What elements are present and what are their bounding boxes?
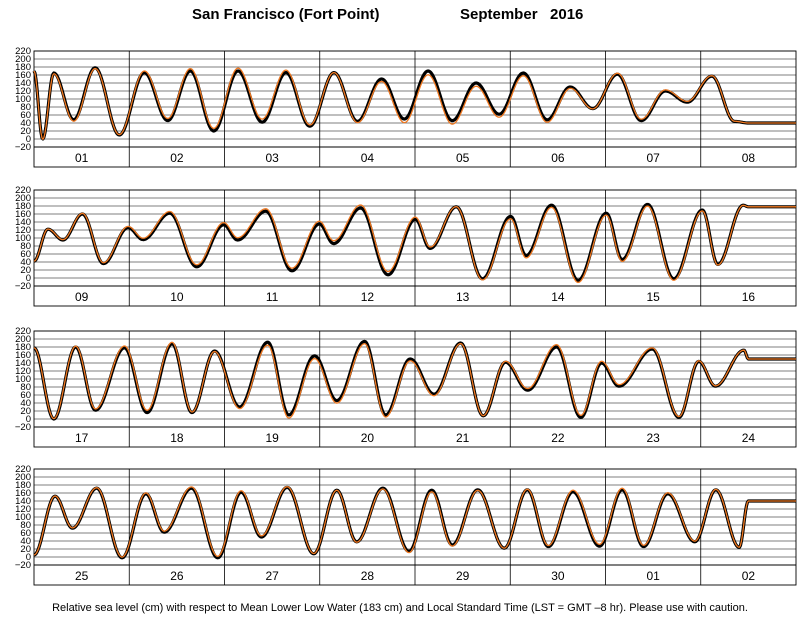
series-predicted-line [33,341,796,420]
day-label: 28 [361,569,375,583]
day-label: 04 [361,151,375,165]
y-tick-label: 160 [15,70,31,81]
y-tick-label: 20 [20,406,31,417]
y-tick-label: 80 [20,520,31,531]
y-tick-label: 100 [15,233,31,244]
y-tick-label: 120 [15,504,31,515]
series-predicted-line [33,67,796,140]
y-tick-label: 60 [20,110,31,121]
y-tick-label: 0 [26,273,31,284]
y-tick-label: 200 [15,193,31,204]
y-tick-label: 0 [26,134,31,145]
day-label: 17 [75,431,89,445]
day-label: 19 [265,431,279,445]
day-label: 27 [265,569,279,583]
y-tick-label: 100 [15,512,31,523]
y-tick-label: 20 [20,265,31,276]
day-label: 22 [551,431,565,445]
y-tick-label: 220 [15,326,31,337]
day-label: 18 [170,431,184,445]
y-tick-label: −20 [15,560,31,571]
day-label: 25 [75,569,89,583]
day-label: 09 [75,290,89,304]
y-tick-label: 140 [15,496,31,507]
y-tick-label: 100 [15,374,31,385]
day-label: 05 [456,151,470,165]
y-tick-label: 140 [15,78,31,89]
day-label: 11 [266,290,279,304]
y-tick-label: 0 [26,552,31,563]
y-tick-label: 160 [15,209,31,220]
day-label: 08 [742,151,756,165]
y-tick-label: 40 [20,257,31,268]
day-label: 23 [646,431,660,445]
day-label: 07 [646,151,660,165]
y-tick-label: −20 [15,281,31,292]
y-tick-label: 80 [20,241,31,252]
y-tick-label: 200 [15,54,31,65]
y-tick-label: 180 [15,480,31,491]
y-tick-label: 200 [15,334,31,345]
day-label: 24 [742,431,756,445]
day-label: 10 [170,290,184,304]
y-tick-label: 20 [20,544,31,555]
day-label: 06 [551,151,565,165]
day-label: 13 [456,290,470,304]
series-predicted-line [33,204,796,284]
series-predicted-line [33,486,796,558]
day-label: 29 [456,569,470,583]
day-label: 03 [265,151,279,165]
y-tick-label: 160 [15,488,31,499]
y-tick-label: 40 [20,398,31,409]
y-tick-label: 220 [15,185,31,196]
y-tick-label: 20 [20,126,31,137]
y-tick-label: −20 [15,422,31,433]
y-tick-label: 100 [15,94,31,105]
y-tick-label: 40 [20,536,31,547]
day-label: 26 [170,569,184,583]
y-tick-label: 40 [20,118,31,129]
y-tick-label: 200 [15,472,31,483]
chart-title-period: September 2016 [460,6,584,23]
y-tick-label: 180 [15,342,31,353]
y-tick-label: 120 [15,366,31,377]
day-label: 16 [742,290,756,304]
series-observed-line [32,66,797,141]
chart-title-station: San Francisco (Fort Point) [192,6,380,23]
y-tick-label: 140 [15,217,31,228]
day-label: 01 [75,151,89,165]
day-label: 12 [361,290,375,304]
y-tick-label: 220 [15,46,31,57]
y-tick-label: 180 [15,201,31,212]
day-label: 02 [170,151,184,165]
y-tick-label: 140 [15,358,31,369]
y-tick-label: 180 [15,62,31,73]
day-label: 20 [361,431,375,445]
day-label: 21 [456,431,470,445]
day-label: 14 [551,290,565,304]
chart-footnote: Relative sea level (cm) with respect to … [52,602,748,614]
y-tick-label: 60 [20,528,31,539]
y-tick-label: 80 [20,382,31,393]
y-tick-label: 80 [20,102,31,113]
day-label: 01 [646,569,660,583]
y-tick-label: −20 [15,142,31,153]
day-label: 30 [551,569,565,583]
y-tick-label: 120 [15,86,31,97]
y-tick-label: 60 [20,249,31,260]
y-tick-label: 160 [15,350,31,361]
y-tick-label: 120 [15,225,31,236]
y-tick-label: 0 [26,414,31,425]
day-label: 02 [742,569,756,583]
y-tick-label: 60 [20,390,31,401]
day-label: 15 [646,290,660,304]
y-tick-label: 220 [15,464,31,475]
